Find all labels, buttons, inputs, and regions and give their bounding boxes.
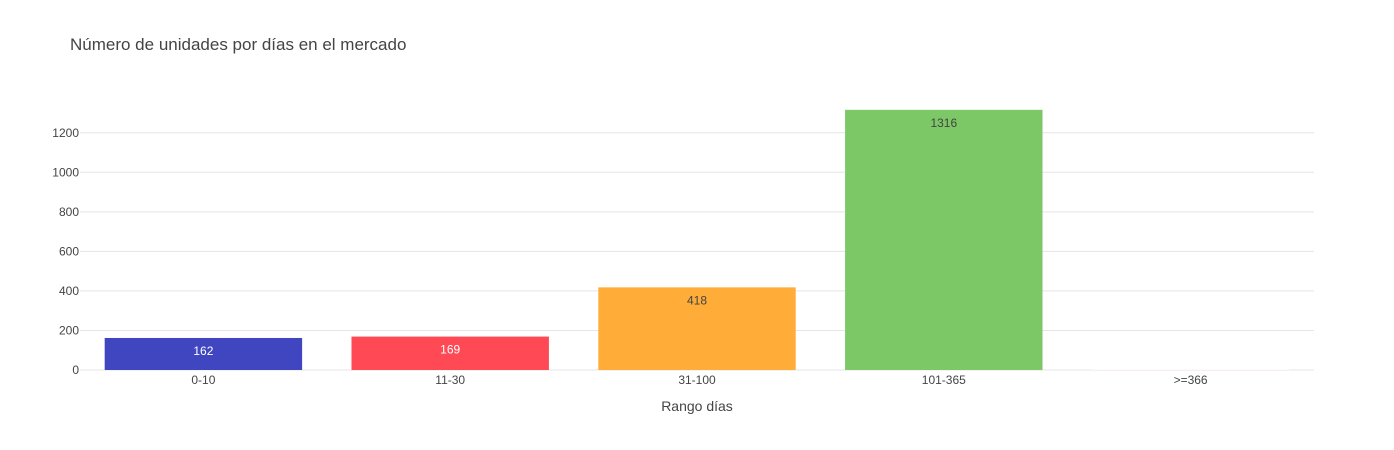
- bars: [104, 109, 1290, 371]
- bar-31-100: [598, 287, 796, 370]
- x-tick-label: 101-365: [922, 373, 966, 387]
- bar-11-30: [351, 336, 549, 370]
- bar-value-label: 1316: [930, 116, 957, 130]
- y-tick-label: 1200: [52, 126, 79, 140]
- bar-value-label: 169: [440, 343, 460, 357]
- bar-101-365: [845, 109, 1043, 371]
- bar-value-label: 162: [193, 344, 213, 358]
- bar->=366: [1091, 369, 1290, 370]
- y-axis-ticks: 0 200 400 600 800 1000 1200: [52, 126, 79, 377]
- bar-value-label: 418: [687, 293, 707, 307]
- y-tick-label: 200: [59, 323, 79, 337]
- x-tick-label: 0-10: [191, 373, 215, 387]
- x-axis-title: Rango días: [661, 398, 733, 414]
- y-tick-label: 800: [59, 205, 79, 219]
- x-axis-ticks: 0-10 11-30 31-100 101-365 >=366: [191, 373, 1208, 387]
- bar-0-10: [104, 337, 303, 370]
- x-tick-label: >=366: [1174, 373, 1208, 387]
- y-tick-label: 400: [59, 284, 79, 298]
- y-tick-label: 0: [72, 363, 79, 377]
- y-tick-label: 600: [59, 244, 79, 258]
- bar-data-labels: 162 169 418 1316: [193, 116, 957, 358]
- y-tick-label: 1000: [52, 165, 79, 179]
- x-tick-label: 11-30: [435, 373, 465, 387]
- chart-title: Número de unidades por días en el mercad…: [70, 35, 406, 54]
- x-tick-label: 31-100: [678, 373, 716, 387]
